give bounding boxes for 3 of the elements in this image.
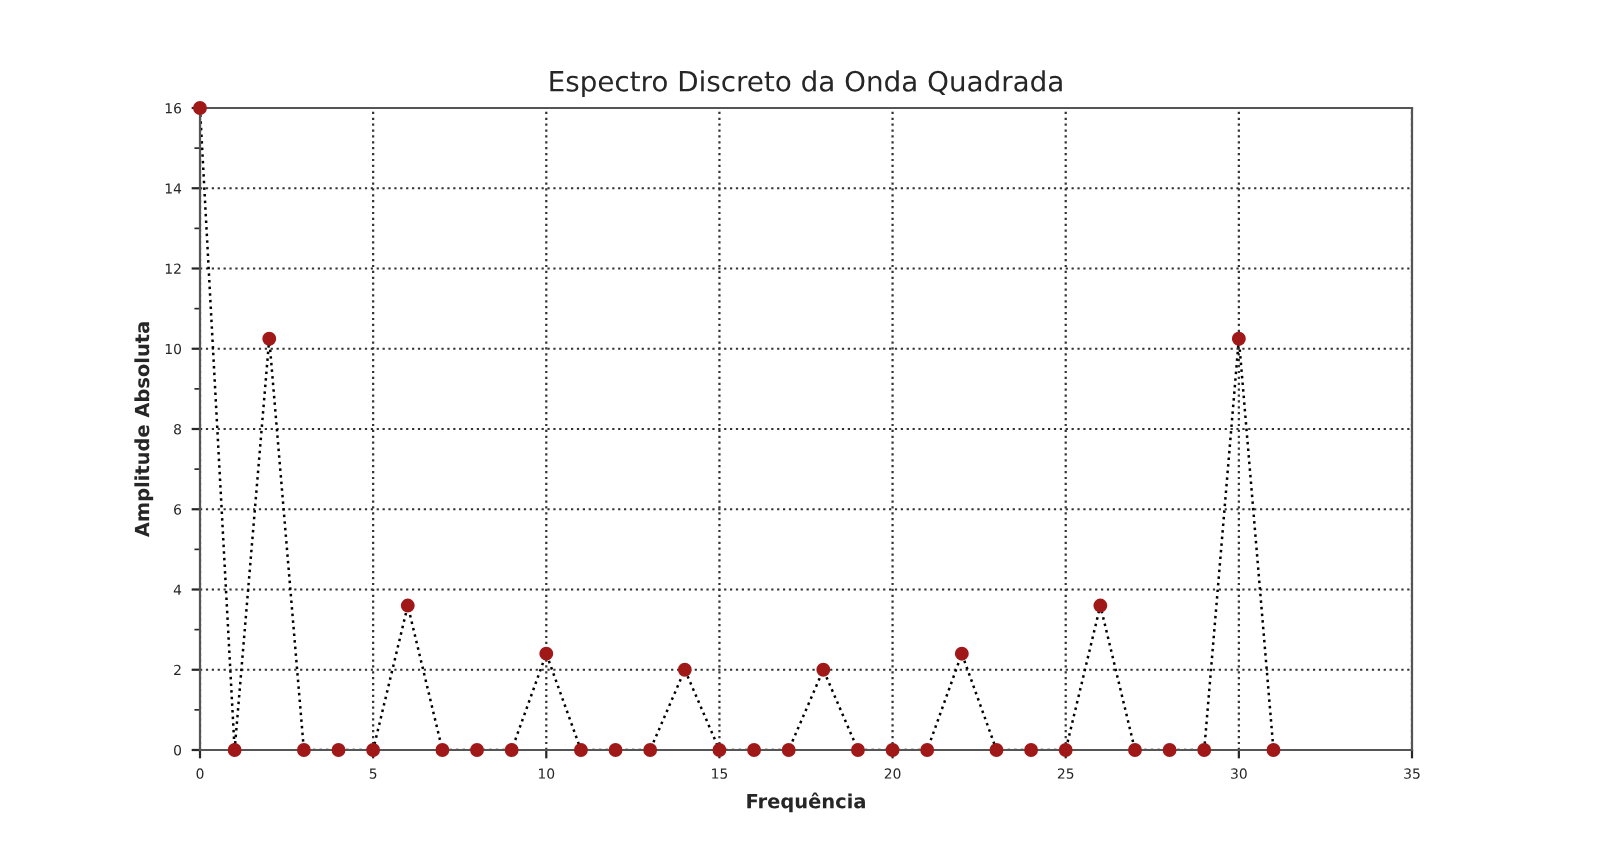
chart-title: Espectro Discreto da Onda Quadrada: [550, 70, 1062, 98]
y-axis-title: Amplitude Absoluta: [134, 322, 154, 538]
x-axis-title: Frequência: [747, 792, 865, 813]
